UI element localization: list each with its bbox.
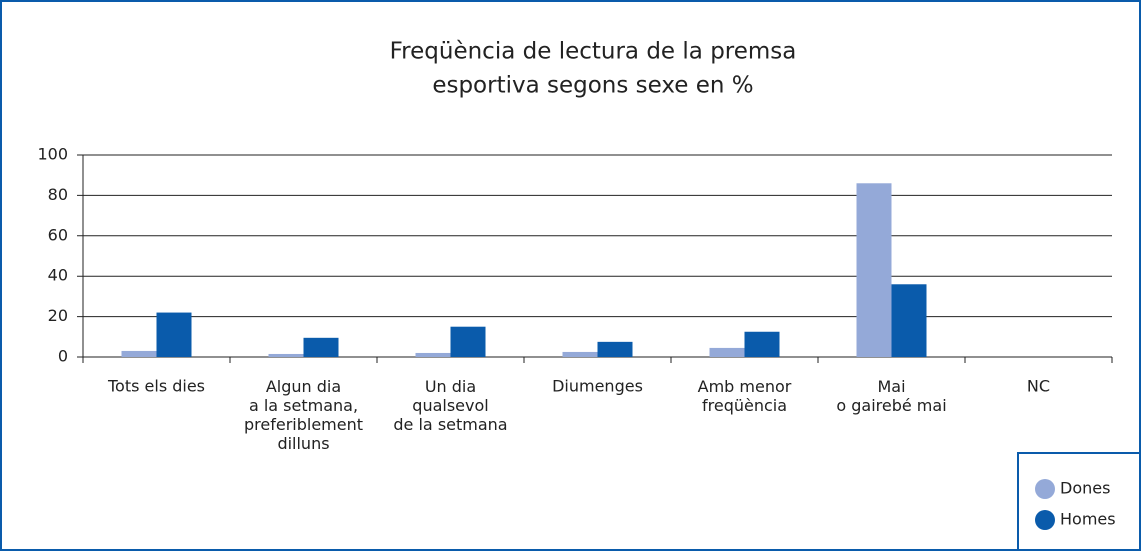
legend-label: Dones [1060, 479, 1110, 498]
bar [562, 351, 598, 357]
bar [450, 326, 486, 357]
bar [597, 341, 633, 357]
legend-swatch [1035, 479, 1055, 499]
y-tick-label: 40 [48, 266, 68, 285]
legend-box [1017, 452, 1141, 551]
x-tick-label: Mai o gairebé mai [836, 377, 946, 415]
bar [709, 347, 745, 357]
bar [891, 284, 927, 357]
y-tick-label: 80 [48, 185, 68, 204]
y-tick-label: 60 [48, 225, 68, 244]
bar [121, 350, 157, 357]
x-tick-label: Un dia qualsevol de la setmana [393, 377, 507, 434]
bar [303, 337, 339, 357]
x-tick-label: NC [1027, 377, 1050, 396]
y-tick-label: 20 [48, 306, 68, 325]
x-tick-label: Amb menor freqüència [698, 377, 792, 415]
bar [156, 312, 192, 357]
y-tick-label: 0 [58, 347, 68, 366]
chart-title: esportiva segons sexe en % [432, 73, 753, 99]
legend-swatch [1035, 510, 1055, 530]
bar [415, 352, 451, 357]
x-tick-label: Tots els dies [107, 377, 205, 396]
x-tick-label: Algun dia a la setmana, preferiblement dill… [244, 377, 363, 453]
y-tick-label: 100 [37, 145, 68, 164]
bar [744, 331, 780, 357]
legend-label: Homes [1060, 510, 1116, 529]
bar [856, 183, 892, 357]
x-tick-label: Diumenges [552, 377, 643, 396]
chart-title: Freqüència de lectura de la premsa [390, 39, 797, 65]
bar [268, 353, 304, 357]
